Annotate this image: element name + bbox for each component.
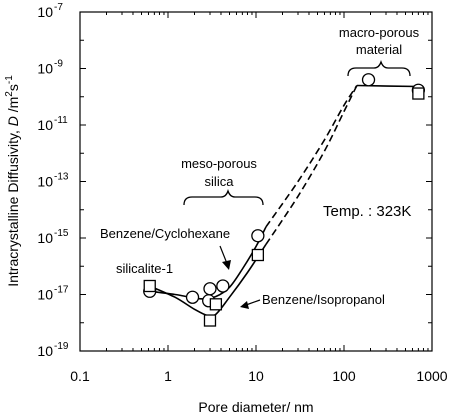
circle-marker bbox=[216, 279, 230, 293]
y-tick-label: 10 bbox=[37, 343, 53, 359]
cyclohexane-label: Benzene/Cyclohexane bbox=[100, 226, 230, 241]
y-tick-base: 10 bbox=[37, 287, 53, 303]
y-tick-label: 10 bbox=[37, 230, 53, 246]
y-tick-exponent: -7 bbox=[54, 2, 63, 13]
circle-marker bbox=[251, 229, 265, 243]
x-tick-label: 1000 bbox=[416, 368, 447, 384]
circle-marker bbox=[185, 290, 200, 304]
fit-curves bbox=[149, 84, 419, 318]
x-axis-title: Pore diameter/ nm bbox=[198, 399, 313, 415]
square-marker bbox=[203, 314, 217, 327]
y-tick-label: 10 bbox=[37, 117, 53, 133]
annotations: macro-porous material meso-porous silica… bbox=[100, 25, 420, 309]
square-marker bbox=[251, 248, 265, 262]
y-axis-title-symbol: D bbox=[5, 116, 21, 126]
y-tick-base: 10 bbox=[37, 230, 53, 246]
axis-ticks: 0.1 1 10 100 100010-1910-1710-1510-1310-1110… bbox=[37, 2, 447, 384]
isopropanol-arrow bbox=[245, 299, 261, 306]
y-tick-base: 10 bbox=[37, 174, 53, 190]
circle-marker bbox=[361, 73, 376, 87]
y-tick-exponent: -13 bbox=[54, 172, 69, 183]
cyclohexane-arrowhead bbox=[222, 260, 231, 270]
square-marker bbox=[143, 279, 156, 293]
fit-curve-dashed-1 bbox=[265, 85, 358, 245]
y-axis-title-unit: /m bbox=[5, 97, 21, 116]
isopropanol-label: Benzene/Isopropanol bbox=[262, 292, 385, 307]
square-marker bbox=[412, 87, 425, 100]
y-tick-base: 10 bbox=[37, 61, 53, 77]
meso-label-line1: meso-porous bbox=[181, 156, 257, 171]
y-tick-base: 10 bbox=[37, 117, 53, 133]
x-tick-label: 100 bbox=[332, 368, 356, 384]
meso-label-line2: silica bbox=[205, 174, 235, 189]
y-axis-title-sup1: 2 bbox=[4, 91, 15, 97]
macro-brace bbox=[347, 59, 411, 77]
y-axis-title-prefix: Intracrystalline Diffusivity, bbox=[5, 126, 21, 287]
y-tick-label: 10 bbox=[37, 4, 53, 20]
x-tick-label: 10 bbox=[248, 368, 264, 384]
y-tick-exponent: -11 bbox=[54, 115, 68, 126]
data-markers bbox=[143, 73, 426, 327]
silicalite-label: silicalite-1 bbox=[116, 261, 173, 276]
y-tick-exponent: -9 bbox=[54, 59, 63, 70]
square-marker bbox=[209, 298, 223, 311]
y-tick-exponent: -17 bbox=[54, 285, 69, 296]
y-axis-title-unit-s: s bbox=[5, 84, 21, 91]
isopropanol-arrowhead bbox=[240, 301, 249, 309]
macro-label-line1: macro-porous bbox=[339, 25, 420, 40]
x-tick-label: 1 bbox=[164, 368, 172, 384]
y-tick-label: 10 bbox=[37, 174, 53, 190]
y-axis-title: Intracrystalline Diffusivity, D /m2s-1 bbox=[4, 75, 21, 287]
y-tick-label: 10 bbox=[37, 287, 53, 303]
circle-marker bbox=[203, 282, 217, 296]
y-tick-exponent: -19 bbox=[54, 341, 69, 352]
temperature-label: Temp. : 323K bbox=[323, 203, 411, 220]
meso-brace bbox=[183, 188, 264, 206]
x-tick-label: 0.1 bbox=[70, 368, 90, 384]
fit-curve-dashed-0 bbox=[265, 85, 358, 228]
y-axis-title-sup2: -1 bbox=[4, 75, 15, 84]
y-tick-label: 10 bbox=[37, 61, 53, 77]
y-tick-base: 10 bbox=[37, 4, 53, 20]
macro-label-line2: material bbox=[356, 42, 402, 57]
y-tick-exponent: -15 bbox=[54, 228, 69, 239]
y-tick-base: 10 bbox=[37, 343, 53, 359]
